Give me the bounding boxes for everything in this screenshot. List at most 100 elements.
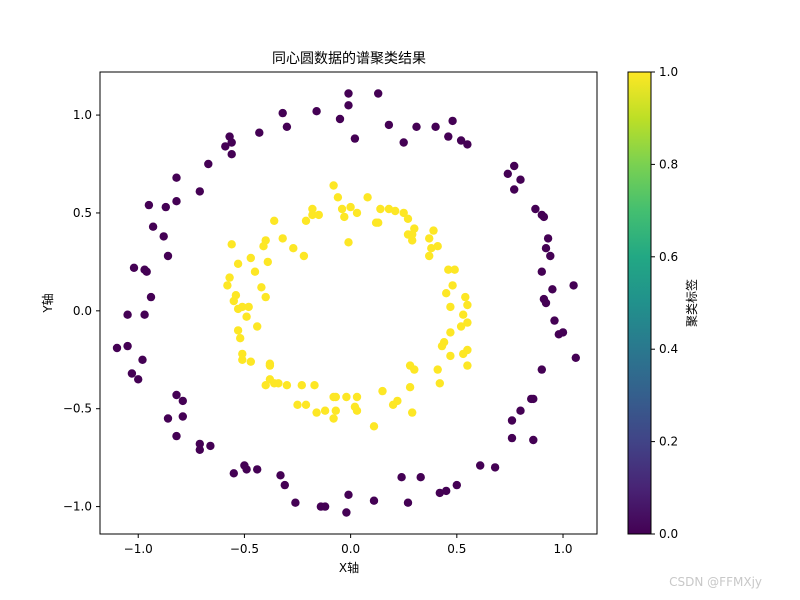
data-point: [410, 365, 419, 374]
data-point: [265, 361, 275, 370]
data-point: [399, 138, 408, 147]
data-point: [397, 473, 406, 482]
data-point: [195, 445, 204, 454]
data-point: [541, 244, 551, 253]
x-tick-label: 0.0: [341, 542, 360, 556]
data-point: [134, 375, 143, 384]
data-point: [314, 210, 323, 220]
data-point: [253, 465, 262, 474]
data-point: [259, 242, 268, 251]
data-point: [333, 193, 343, 202]
data-point: [123, 310, 132, 319]
data-point: [261, 292, 270, 302]
data-point: [376, 204, 385, 214]
data-point: [369, 496, 379, 505]
data-point: [308, 204, 317, 214]
colorbar-tick-label: 0.8: [659, 157, 678, 171]
data-point: [240, 461, 249, 470]
data-point: [442, 486, 451, 496]
watermark-text: CSDN @FFMXjy: [669, 575, 762, 589]
data-point: [342, 508, 351, 517]
data-point: [352, 208, 362, 218]
data-point: [393, 396, 402, 406]
data-point: [510, 161, 519, 171]
data-point: [433, 365, 442, 374]
data-point: [225, 273, 234, 282]
data-point: [369, 422, 379, 431]
data-point: [507, 433, 517, 443]
data-point: [312, 408, 321, 417]
data-point: [463, 318, 472, 327]
data-point: [363, 193, 372, 202]
data-point: [236, 334, 245, 343]
colorbar-tick-label: 0.4: [659, 342, 678, 356]
data-point: [291, 498, 300, 507]
data-point: [206, 441, 215, 451]
y-axis: −1.0 −0.5 0.0 0.5 1.0: [63, 108, 100, 514]
colorbar-label: 聚类标签: [684, 279, 699, 327]
data-point: [221, 142, 230, 151]
data-point: [405, 383, 415, 392]
data-point: [408, 408, 417, 417]
colorbar-tick-label: 0.2: [659, 435, 678, 449]
data-point: [516, 406, 525, 415]
data-point: [416, 473, 425, 482]
data-point: [346, 202, 355, 212]
data-point: [529, 435, 538, 445]
data-point: [550, 316, 559, 325]
data-point: [433, 242, 442, 251]
data-point: [516, 175, 525, 184]
x-axis-label: X轴: [339, 560, 359, 575]
data-point: [510, 185, 519, 194]
data-point: [297, 381, 306, 390]
x-tick-label: −0.5: [230, 542, 259, 556]
data-point: [250, 267, 260, 276]
data-point: [461, 292, 470, 302]
data-point: [531, 204, 540, 214]
data-point: [123, 341, 132, 351]
data-point: [452, 480, 461, 490]
data-point: [270, 216, 279, 225]
data-point: [172, 390, 181, 400]
data-point: [558, 328, 568, 337]
data-point: [127, 369, 137, 378]
data-point: [352, 392, 362, 402]
data-point: [352, 406, 362, 415]
data-point: [144, 200, 154, 210]
y-tick-label: 0.5: [73, 206, 92, 220]
data-point: [138, 355, 147, 364]
data-point: [280, 480, 289, 490]
data-point: [437, 341, 447, 351]
data-point: [276, 471, 285, 480]
data-point: [257, 283, 266, 292]
data-point: [476, 461, 485, 470]
data-point: [350, 134, 360, 143]
data-point: [344, 238, 353, 247]
data-point: [227, 240, 236, 249]
data-point: [244, 302, 253, 312]
data-point: [238, 355, 247, 364]
data-point: [233, 326, 243, 335]
data-point: [571, 353, 580, 362]
data-point: [331, 406, 340, 415]
plot-frame: [99, 71, 598, 535]
data-point: [223, 281, 232, 290]
data-point: [503, 169, 512, 178]
data-point: [384, 120, 394, 130]
colorbar-ticks: 0.0 0.2 0.4 0.6 0.8 1.0: [651, 65, 678, 541]
data-point: [320, 502, 330, 511]
data-point: [541, 298, 551, 308]
data-point: [446, 351, 455, 361]
data-point: [229, 469, 238, 478]
y-tick-label: 1.0: [73, 108, 92, 122]
data-point: [463, 140, 472, 149]
data-point: [255, 128, 264, 137]
colorbar-tick-label: 0.6: [659, 250, 678, 264]
data-point: [238, 349, 247, 359]
chart-title: 同心圆数据的谱聚类结果: [272, 51, 426, 67]
data-point: [148, 222, 158, 231]
data-point: [195, 187, 204, 196]
data-point: [227, 150, 236, 159]
data-point: [425, 251, 434, 261]
